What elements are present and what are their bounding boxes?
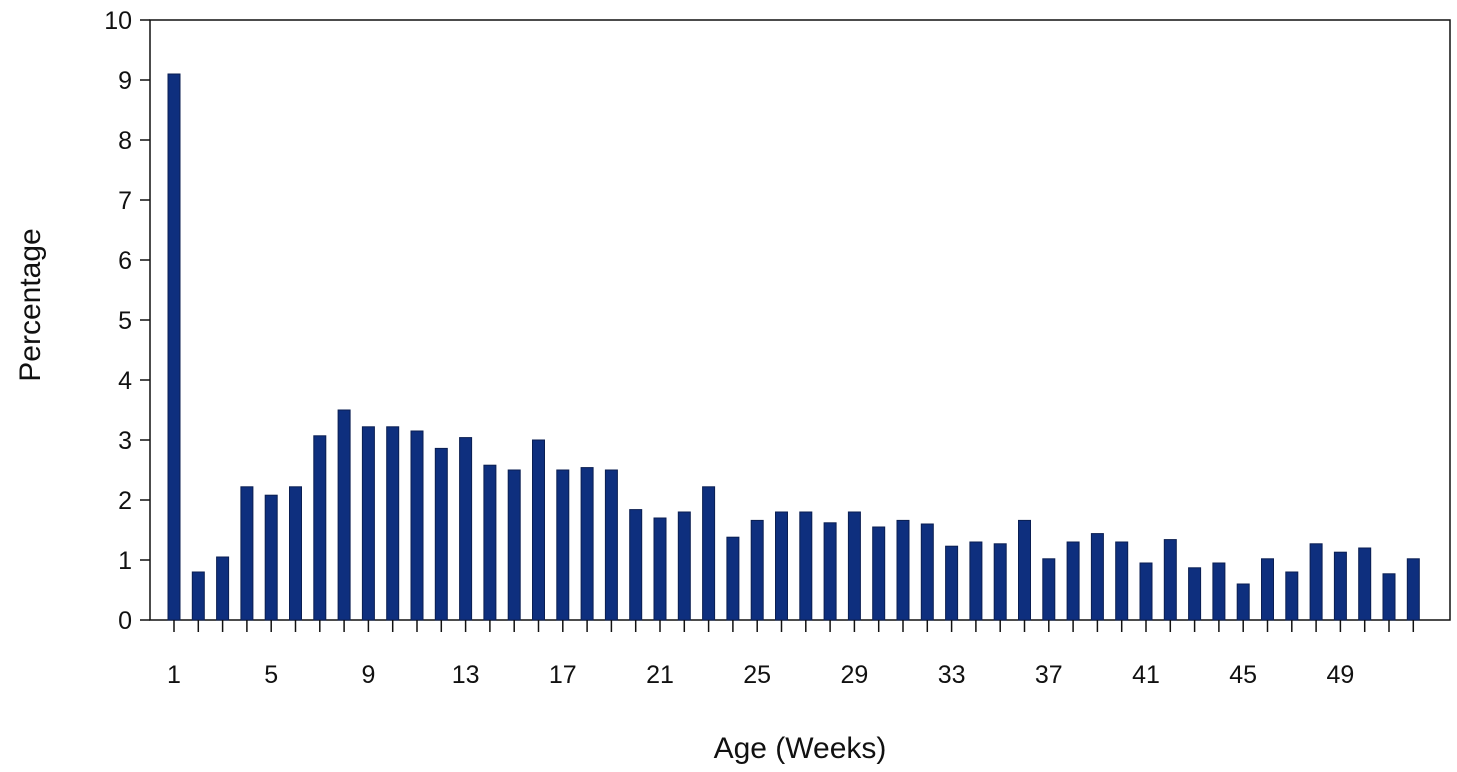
bar-week-31 bbox=[896, 519, 910, 621]
y-tick-label: 0 bbox=[118, 607, 132, 635]
y-tick-label: 6 bbox=[118, 247, 132, 275]
bar-week-26 bbox=[775, 511, 788, 621]
bar-week-5 bbox=[264, 494, 278, 621]
x-tick-label: 13 bbox=[452, 661, 480, 689]
x-tick-label: 49 bbox=[1326, 661, 1354, 689]
x-tick-label: 17 bbox=[549, 661, 577, 689]
x-tick-label: 29 bbox=[840, 661, 868, 689]
x-axis: 1 5 9 13 17 21 25 29 33 37 41 45 49 bbox=[167, 620, 1415, 689]
bar-week-41 bbox=[1139, 562, 1153, 621]
y-tick-label: 2 bbox=[118, 487, 132, 515]
x-tick-label: 5 bbox=[264, 661, 278, 689]
x-axis-title: Age (Weeks) bbox=[714, 732, 887, 765]
bar-week-11 bbox=[410, 430, 424, 621]
bar-week-27 bbox=[799, 511, 813, 621]
bar-week-39 bbox=[1090, 533, 1104, 621]
y-tick-label: 5 bbox=[118, 307, 132, 335]
bar-week-7 bbox=[313, 435, 327, 621]
y-tick-label: 7 bbox=[118, 187, 132, 215]
bar-week-32 bbox=[920, 523, 934, 621]
bar-week-12 bbox=[434, 447, 448, 621]
y-tick-label: 10 bbox=[104, 7, 132, 35]
bar-week-8 bbox=[337, 409, 351, 621]
bar-week-18 bbox=[580, 467, 594, 621]
bar-week-43 bbox=[1188, 567, 1202, 621]
bar-week-48 bbox=[1309, 543, 1323, 621]
bar-week-42 bbox=[1163, 539, 1177, 621]
bar-week-30 bbox=[872, 526, 886, 621]
bar-week-4 bbox=[240, 486, 254, 621]
x-tick-label: 41 bbox=[1132, 661, 1160, 689]
bar-week-34 bbox=[969, 541, 983, 621]
x-tick-label: 21 bbox=[646, 661, 674, 689]
bar-week-2 bbox=[191, 571, 205, 621]
x-tick-label: 9 bbox=[361, 661, 375, 689]
bar-week-33 bbox=[945, 545, 959, 621]
bar-week-35 bbox=[993, 543, 1007, 621]
bar-week-52 bbox=[1406, 558, 1420, 621]
bar-week-29 bbox=[847, 511, 861, 621]
bar-week-37 bbox=[1042, 558, 1056, 621]
bars-group bbox=[167, 73, 1420, 621]
bar-week-17 bbox=[556, 469, 570, 621]
y-tick-label: 3 bbox=[118, 427, 132, 455]
bar-week-47 bbox=[1285, 571, 1299, 621]
bar-week-3 bbox=[216, 556, 230, 621]
bar-week-28 bbox=[823, 522, 837, 621]
bar-week-13 bbox=[459, 437, 473, 621]
bar-week-25 bbox=[750, 519, 764, 621]
y-tick-label: 8 bbox=[118, 127, 132, 155]
bar-week-46 bbox=[1261, 558, 1274, 621]
x-tick-label: 1 bbox=[167, 661, 181, 689]
bar-week-14 bbox=[483, 464, 497, 621]
bar-week-22 bbox=[677, 511, 691, 621]
bar-week-51 bbox=[1382, 573, 1396, 621]
bar-week-50 bbox=[1358, 547, 1372, 621]
y-axis: 0 1 2 3 4 5 6 7 8 9 10 bbox=[104, 7, 150, 635]
bar-week-20 bbox=[629, 509, 643, 621]
x-tick-label: 25 bbox=[743, 661, 771, 689]
bar-week-16 bbox=[532, 439, 545, 621]
bar-week-19 bbox=[604, 469, 618, 621]
x-tick-label: 33 bbox=[938, 661, 966, 689]
bar-week-10 bbox=[386, 426, 400, 621]
bar-week-6 bbox=[289, 486, 302, 621]
bar-week-44 bbox=[1212, 562, 1226, 621]
bar-week-40 bbox=[1115, 541, 1129, 621]
bar-week-49 bbox=[1333, 551, 1347, 621]
bar-week-9 bbox=[361, 426, 375, 621]
bar-week-24 bbox=[726, 536, 740, 621]
bar-week-21 bbox=[653, 517, 667, 621]
bar-week-36 bbox=[1018, 519, 1031, 621]
bar-week-38 bbox=[1066, 541, 1080, 621]
y-tick-label: 9 bbox=[118, 67, 132, 95]
y-tick-label: 4 bbox=[118, 367, 132, 395]
bar-week-1 bbox=[167, 73, 181, 621]
bar-week-15 bbox=[507, 469, 521, 621]
x-tick-label: 45 bbox=[1229, 661, 1257, 689]
y-tick-label: 1 bbox=[118, 547, 132, 575]
bar-week-23 bbox=[702, 486, 716, 621]
y-axis-title: Percentage bbox=[14, 228, 47, 381]
x-tick-label: 37 bbox=[1035, 661, 1063, 689]
bar-week-45 bbox=[1236, 583, 1250, 621]
